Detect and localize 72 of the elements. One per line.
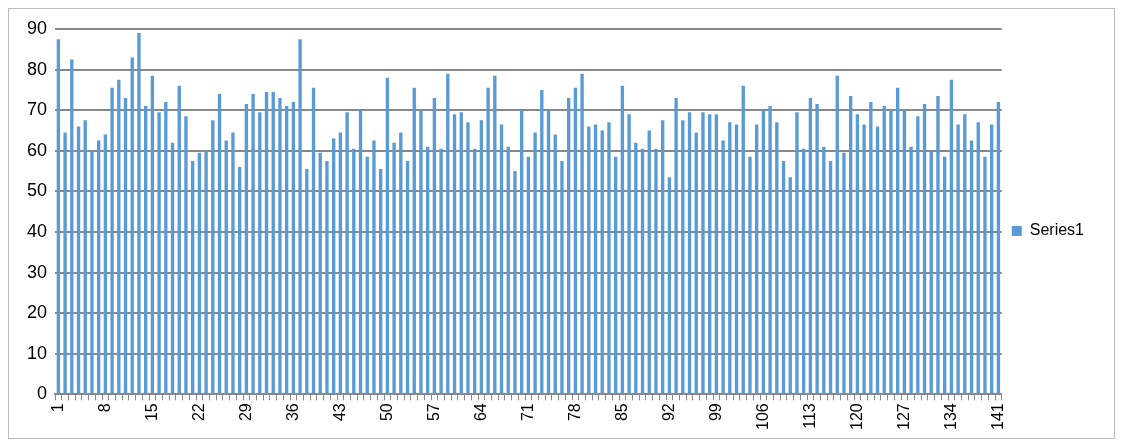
y-tick-label: 80 — [26, 58, 48, 79]
bar — [204, 150, 208, 394]
bar — [466, 122, 470, 394]
x-tick-label: 57 — [424, 403, 442, 422]
bar — [486, 87, 490, 394]
bar — [956, 124, 960, 394]
y-tick-label: 90 — [26, 17, 48, 38]
x-tick-label: 99 — [706, 403, 724, 422]
x-tick-label: 22 — [189, 403, 207, 422]
y-tick-label: 40 — [26, 220, 48, 241]
bar — [815, 104, 819, 394]
x-tick-label: 127 — [894, 403, 912, 431]
bar — [936, 95, 940, 394]
bar — [560, 160, 564, 394]
x-tick-label: 15 — [142, 403, 160, 422]
y-tick-label: 50 — [26, 180, 48, 201]
bar — [419, 110, 423, 394]
bar — [231, 132, 235, 394]
bar — [137, 33, 141, 394]
bar — [513, 171, 517, 394]
bar — [909, 146, 913, 394]
bar — [251, 93, 255, 394]
y-tick-label: 20 — [26, 302, 48, 323]
x-tick-label: 120 — [847, 403, 865, 431]
x-tick-label: 113 — [800, 403, 818, 429]
y-tick-label: 10 — [26, 342, 48, 363]
x-tick-label: 64 — [471, 403, 489, 422]
legend-label: Series1 — [1029, 221, 1085, 239]
bar — [580, 73, 584, 394]
bar — [795, 112, 799, 394]
bar — [889, 110, 893, 394]
bar — [278, 98, 282, 394]
bar — [63, 132, 67, 394]
bar — [627, 114, 631, 394]
x-tick-label: 78 — [565, 403, 583, 422]
y-tick-label: 0 — [37, 383, 48, 404]
bar — [439, 148, 443, 394]
x-tick-label: 85 — [612, 403, 630, 422]
y-tick-label: 60 — [26, 139, 48, 160]
bar — [157, 112, 161, 394]
x-tick-label: 43 — [330, 403, 348, 422]
bar — [748, 156, 752, 394]
bar — [345, 112, 349, 394]
bar — [842, 152, 846, 394]
y-tick-label: 30 — [26, 261, 48, 282]
bar — [862, 124, 866, 394]
bar — [654, 148, 658, 394]
x-tick-label: 1 — [48, 403, 66, 413]
x-tick-label: 50 — [377, 403, 395, 422]
y-tick-label: 70 — [26, 99, 48, 120]
bar — [110, 87, 114, 394]
bar — [298, 39, 302, 394]
x-tick-label: 29 — [236, 403, 254, 422]
x-tick-label: 106 — [753, 403, 771, 431]
bar — [325, 160, 329, 394]
x-tick-label: 141 — [988, 403, 1006, 431]
bar — [533, 132, 537, 394]
bar — [983, 156, 987, 394]
x-tick-label: 8 — [95, 403, 113, 413]
bar — [674, 98, 678, 394]
bar — [721, 140, 725, 394]
x-tick-label: 36 — [283, 403, 301, 422]
bar — [90, 150, 94, 394]
bar — [372, 140, 376, 394]
bar — [392, 142, 396, 394]
x-tick-label: 134 — [941, 403, 959, 431]
bar — [607, 122, 611, 394]
x-tick-label: 71 — [518, 403, 536, 422]
bar — [768, 106, 772, 394]
bar — [701, 112, 705, 394]
bar — [184, 116, 188, 394]
x-tick-label: 92 — [659, 403, 677, 422]
